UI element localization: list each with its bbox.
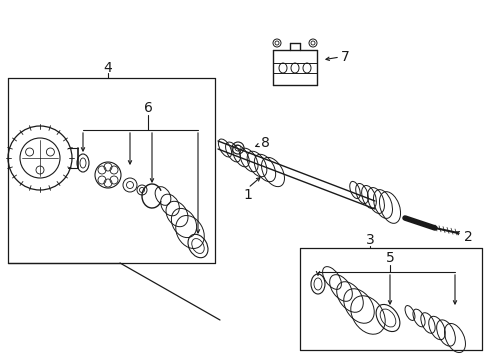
- Text: 1: 1: [243, 188, 252, 202]
- Circle shape: [46, 148, 54, 156]
- Text: 8: 8: [260, 136, 269, 150]
- Text: 2: 2: [463, 230, 471, 244]
- Circle shape: [25, 148, 34, 156]
- Circle shape: [310, 41, 314, 45]
- Text: 5: 5: [385, 251, 393, 265]
- Text: 6: 6: [143, 101, 152, 115]
- Text: 3: 3: [365, 233, 374, 247]
- Circle shape: [36, 166, 44, 174]
- Text: 4: 4: [103, 61, 112, 75]
- Text: 7: 7: [340, 50, 348, 64]
- Circle shape: [274, 41, 279, 45]
